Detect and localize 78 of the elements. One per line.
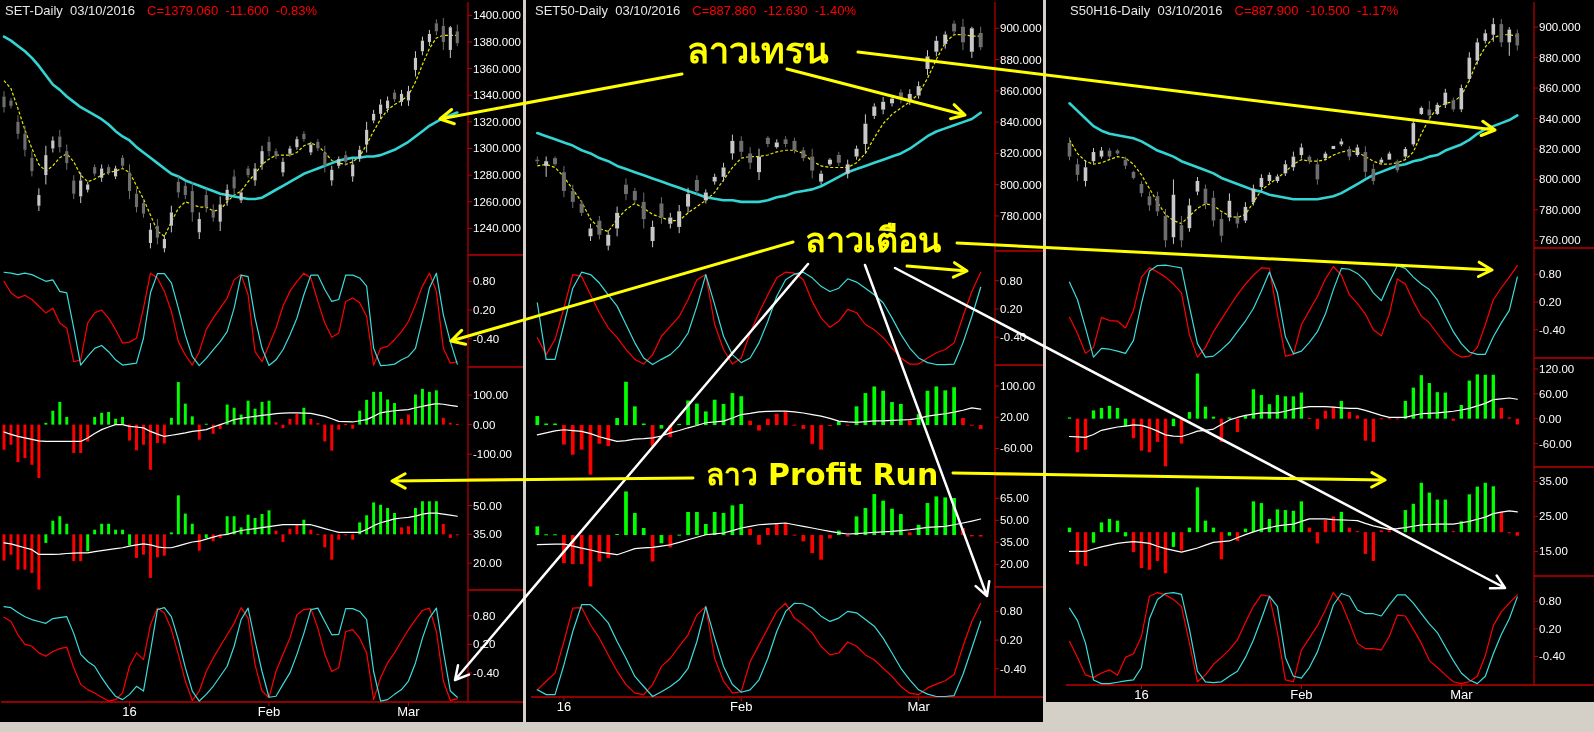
y-tick-label: 1300.000 <box>473 142 521 155</box>
y-tick-label: 0.20 <box>1000 302 1023 315</box>
y-tick-label: 840.000 <box>1539 112 1581 125</box>
y-tick-label: 20.00 <box>473 557 502 570</box>
y-tick-label: 1280.000 <box>473 169 521 182</box>
y-tick-label: 35.00 <box>473 528 502 541</box>
y-tick-label: 1360.000 <box>473 62 521 75</box>
y-tick-label: 0.20 <box>1539 296 1562 309</box>
y-tick-label: 820.000 <box>1539 142 1581 155</box>
y-tick-label: 15.00 <box>1539 545 1568 558</box>
y-tick-label: 780.000 <box>1539 203 1581 216</box>
y-tick-label: 880.000 <box>1539 51 1581 64</box>
y-tick-label: 0.80 <box>473 275 496 288</box>
chart-subtitle: C=887.860 -12.630 -1.40% <box>692 3 857 18</box>
y-tick-label: 0.80 <box>1000 605 1023 618</box>
x-tick-label: Feb <box>730 699 753 714</box>
y-tick-label: 35.00 <box>1539 475 1568 488</box>
x-tick-label: 16 <box>122 704 137 719</box>
y-tick-label: 840.000 <box>1000 116 1042 129</box>
chart-subtitle: C=887.900 -10.500 -1.17% <box>1234 3 1399 18</box>
x-tick-label: 16 <box>556 699 572 714</box>
y-tick-label: 800.000 <box>1000 178 1042 191</box>
y-tick-label: 900.000 <box>1539 21 1581 34</box>
y-tick-label: 1260.000 <box>473 195 521 208</box>
y-tick-label: -0.40 <box>1000 662 1027 675</box>
y-tick-label: -100.00 <box>473 448 513 461</box>
chart-title: SET50-Daily 03/10/2016 <box>535 3 681 18</box>
y-tick-label: 65.00 <box>1000 492 1029 505</box>
annotation: ลาวเตือน <box>805 220 941 260</box>
y-tick-label: 780.000 <box>1000 209 1042 222</box>
y-tick-label: 1380.000 <box>473 35 521 48</box>
x-tick-label: Mar <box>907 699 931 714</box>
y-tick-label: 0.80 <box>1539 268 1562 281</box>
y-tick-label: 900.000 <box>1000 22 1042 35</box>
y-tick-label: 820.000 <box>1000 147 1042 160</box>
y-tick-label: 50.00 <box>473 499 502 512</box>
y-tick-label: -60.00 <box>1539 437 1572 450</box>
x-tick-label: Mar <box>1450 687 1474 702</box>
y-tick-label: 1400.000 <box>473 9 521 22</box>
y-tick-label: 1340.000 <box>473 89 521 102</box>
y-tick-label: -0.40 <box>473 332 500 345</box>
x-tick-label: Mar <box>397 704 421 719</box>
y-tick-label: 0.80 <box>473 609 496 622</box>
y-tick-label: 25.00 <box>1539 510 1568 523</box>
y-tick-label: 0.80 <box>1539 595 1562 608</box>
y-tick-label: 120.00 <box>1539 362 1575 375</box>
y-tick-label: 0.20 <box>1000 634 1023 647</box>
y-tick-label: 100.00 <box>1000 380 1036 393</box>
x-tick-label: 16 <box>1134 687 1149 702</box>
y-tick-label: 0.20 <box>473 304 496 317</box>
y-tick-label: 0.00 <box>1539 412 1562 425</box>
y-tick-label: -0.40 <box>1539 323 1566 336</box>
y-tick-label: 1320.000 <box>473 115 521 128</box>
y-tick-label: -0.40 <box>1539 650 1566 663</box>
chart-title: S50H16-Daily 03/10/2016 <box>1070 3 1223 18</box>
x-tick-label: Feb <box>1290 687 1313 702</box>
y-tick-label: 0.20 <box>1539 622 1562 635</box>
y-tick-label: 35.00 <box>1000 536 1029 549</box>
y-tick-label: 0.80 <box>1000 274 1023 287</box>
annotation: ลาวเทรน <box>687 29 829 71</box>
y-tick-label: 60.00 <box>1539 387 1568 400</box>
y-tick-label: 1240.000 <box>473 222 521 235</box>
chart-title: SET-Daily 03/10/2016 <box>5 3 136 18</box>
y-tick-label: -60.00 <box>1000 442 1033 455</box>
y-tick-label: 50.00 <box>1000 514 1029 527</box>
y-tick-label: 100.00 <box>473 389 509 402</box>
y-tick-label: -0.40 <box>473 666 500 679</box>
y-tick-label: 20.00 <box>1000 411 1029 424</box>
y-tick-label: 20.00 <box>1000 558 1029 571</box>
x-tick-label: Feb <box>257 704 281 719</box>
y-tick-label: 860.000 <box>1000 84 1042 97</box>
y-tick-label: 760.000 <box>1539 234 1581 247</box>
y-tick-label: 880.000 <box>1000 53 1042 66</box>
y-tick-label: 0.00 <box>473 418 496 431</box>
annotation: ลาว Profit Run <box>705 456 939 492</box>
y-tick-label: 800.000 <box>1539 173 1581 186</box>
y-tick-label: 860.000 <box>1539 82 1581 95</box>
chart-subtitle: C=1379.060 -11.600 -0.83% <box>147 3 318 18</box>
